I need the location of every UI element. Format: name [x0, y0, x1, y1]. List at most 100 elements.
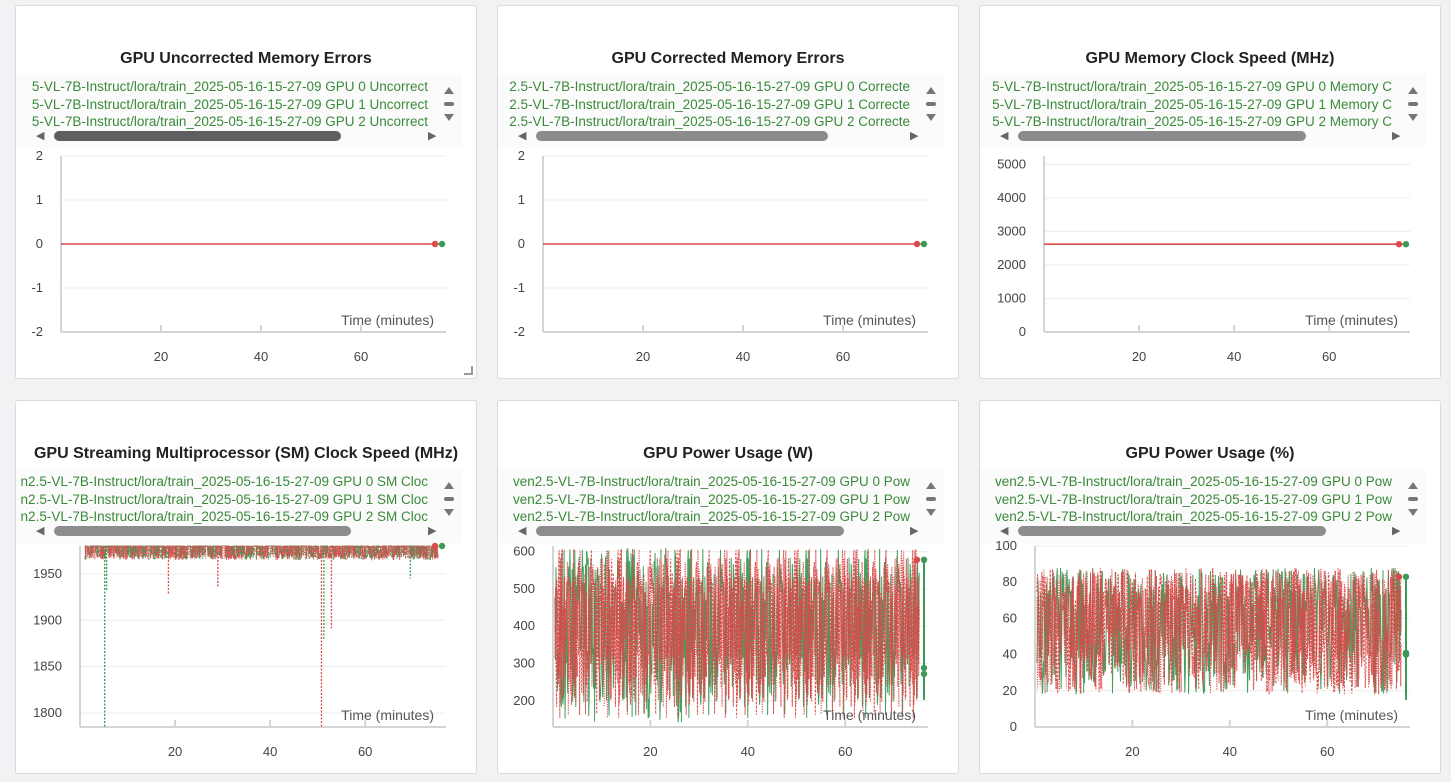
series-end-point	[920, 664, 928, 672]
legend-item-gpu1[interactable]: ven2.5-VL-7B-Instruct/lora/train_2025-05…	[513, 491, 910, 507]
y-tick-label: 100	[995, 538, 1017, 553]
legend-horizontal-scrollbar[interactable]: ◀ ▶	[980, 521, 1426, 539]
legend-item-gpu2[interactable]: 2.5-VL-7B-Instruct/lora/train_2025-05-16…	[509, 114, 910, 129]
y-tick-label: 20	[1003, 683, 1017, 698]
y-tick-label: 60	[1003, 610, 1017, 625]
y-tick-label: 2	[36, 148, 43, 163]
legend-vertical-scroll-icon[interactable]	[1404, 82, 1422, 126]
series-end-point	[438, 542, 446, 550]
scroll-thumb[interactable]	[54, 526, 351, 536]
legend-horizontal-scrollbar[interactable]: ◀ ▶	[980, 126, 1426, 144]
legend-item-gpu0[interactable]: 5-VL-7B-Instruct/lora/train_2025-05-16-1…	[992, 79, 1392, 94]
panel-title: GPU Streaming Multiprocessor (SM) Clock …	[33, 445, 459, 462]
series-end-point	[913, 556, 921, 564]
legend-item-gpu2[interactable]: n2.5-VL-7B-Instruct/lora/train_2025-05-1…	[20, 509, 428, 524]
legend-horizontal-scrollbar[interactable]: ◀ ▶	[498, 126, 944, 144]
x-tick-label: 60	[836, 349, 850, 364]
series-end-point	[431, 240, 439, 248]
panel-title: GPU Uncorrected Memory Errors	[120, 50, 372, 67]
legend-vertical-scroll-icon[interactable]	[440, 82, 458, 126]
y-tick-label: 500	[513, 581, 535, 596]
x-tick-label: 40	[736, 349, 750, 364]
legend-item-gpu0[interactable]: 2.5-VL-7B-Instruct/lora/train_2025-05-16…	[509, 79, 910, 94]
resize-handle-icon[interactable]	[464, 366, 473, 375]
legend-horizontal-scrollbar[interactable]: ◀ ▶	[16, 126, 462, 144]
x-tick-label: 40	[263, 744, 277, 759]
panel-corrected-memory-errors: GPU Corrected Memory Errors 2.5-VL-7B-In…	[497, 5, 959, 379]
legend-item-gpu2[interactable]: ven2.5-VL-7B-Instruct/lora/train_2025-05…	[513, 509, 910, 524]
legend-vertical-scroll-icon[interactable]	[922, 82, 940, 126]
legend-item-gpu0[interactable]: n2.5-VL-7B-Instruct/lora/train_2025-05-1…	[20, 474, 428, 489]
legend-item-gpu0[interactable]: ven2.5-VL-7B-Instruct/lora/train_2025-05…	[513, 474, 910, 489]
x-axis-label: Time (minutes)	[341, 707, 434, 723]
scroll-thumb[interactable]	[1018, 131, 1306, 141]
legend-item-gpu1[interactable]: 5-VL-7B-Instruct/lora/train_2025-05-16-1…	[992, 96, 1392, 112]
chart-sm-clock-speed: 1800 1850 1900 1950 20 40 60 Time (minutes)	[33, 542, 446, 759]
legend-item-gpu1[interactable]: n2.5-VL-7B-Instruct/lora/train_2025-05-1…	[20, 491, 428, 507]
x-tick-label: 60	[1320, 744, 1334, 759]
legend-item-gpu1[interactable]: 2.5-VL-7B-Instruct/lora/train_2025-05-16…	[509, 96, 910, 112]
legend-item-gpu2[interactable]: ven2.5-VL-7B-Instruct/lora/train_2025-05…	[995, 509, 1392, 524]
scroll-left-icon[interactable]: ◀	[1000, 130, 1009, 142]
series-end-point	[438, 240, 446, 248]
chart-power-usage-percent: 0 20 40 60 80 100 20 40 60 Time (minutes)	[995, 538, 1410, 759]
scroll-left-icon[interactable]: ◀	[36, 130, 45, 142]
y-tick-label: 1	[518, 192, 525, 207]
series-end-point	[920, 240, 928, 248]
y-tick-label: 2000	[997, 257, 1026, 272]
series-line	[1036, 567, 1402, 695]
y-tick-label: 1900	[33, 612, 62, 627]
y-tick-label: 1000	[997, 290, 1026, 305]
scroll-left-icon[interactable]: ◀	[36, 525, 45, 537]
panel-title: GPU Power Usage (W)	[643, 445, 813, 462]
x-tick-label: 20	[168, 744, 182, 759]
x-axis-label: Time (minutes)	[1305, 707, 1398, 723]
legend-item-gpu0[interactable]: 5-VL-7B-Instruct/lora/train_2025-05-16-1…	[31, 79, 428, 94]
legend-item-gpu1[interactable]: ven2.5-VL-7B-Instruct/lora/train_2025-05…	[995, 491, 1392, 507]
scroll-right-icon[interactable]: ▶	[428, 525, 437, 537]
series-end-point	[431, 542, 439, 550]
legend-item-gpu1[interactable]: 5-VL-7B-Instruct/lora/train_2025-05-16-1…	[31, 96, 428, 112]
x-axis-label: Time (minutes)	[1305, 312, 1398, 328]
panel-sm-clock-speed: GPU Streaming Multiprocessor (SM) Clock …	[15, 400, 477, 774]
legend-item-gpu0[interactable]: ven2.5-VL-7B-Instruct/lora/train_2025-05…	[995, 474, 1392, 489]
series-line	[554, 548, 920, 718]
scroll-right-icon[interactable]: ▶	[910, 130, 919, 142]
scroll-thumb[interactable]	[536, 526, 844, 536]
legend-horizontal-scrollbar[interactable]: ◀ ▶	[498, 521, 944, 539]
scroll-left-icon[interactable]: ◀	[518, 130, 527, 142]
legend: n2.5-VL-7B-Instruct/lora/train_2025-05-1…	[16, 469, 462, 543]
legend-vertical-scroll-icon[interactable]	[440, 477, 458, 521]
x-axis-label: Time (minutes)	[341, 312, 434, 328]
y-tick-label: 0	[1019, 324, 1026, 339]
scroll-left-icon[interactable]: ◀	[518, 525, 527, 537]
x-tick-label: 20	[1132, 349, 1146, 364]
legend-vertical-scroll-icon[interactable]	[1404, 477, 1422, 521]
scroll-right-icon[interactable]: ▶	[910, 525, 919, 537]
x-tick-label: 40	[741, 744, 755, 759]
scroll-right-icon[interactable]: ▶	[428, 130, 437, 142]
scroll-thumb[interactable]	[54, 131, 341, 141]
scroll-right-icon[interactable]: ▶	[1392, 130, 1401, 142]
legend-horizontal-scrollbar[interactable]: ◀ ▶	[16, 521, 462, 539]
scroll-thumb[interactable]	[536, 131, 828, 141]
y-tick-label: -1	[31, 280, 43, 295]
series-end-point	[913, 240, 921, 248]
scroll-thumb[interactable]	[1018, 526, 1326, 536]
x-tick-label: 60	[358, 744, 372, 759]
panel-power-usage-watts: GPU Power Usage (W) ven2.5-VL-7B-Instruc…	[497, 400, 959, 774]
y-tick-label: 600	[513, 544, 535, 559]
legend-rows: 5-VL-7B-Instruct/lora/train_2025-05-16-1…	[992, 78, 1392, 131]
legend-item-gpu2[interactable]: 5-VL-7B-Instruct/lora/train_2025-05-16-1…	[992, 114, 1392, 129]
scroll-left-icon[interactable]: ◀	[1000, 525, 1009, 537]
y-tick-label: 4000	[997, 190, 1026, 205]
series-end-point	[1395, 241, 1403, 248]
series-end-point	[1395, 573, 1403, 580]
series-end-point	[1402, 573, 1410, 580]
chart-memory-clock-speed: 0 1000 2000 3000 4000 5000 20 40 60 Time (minutes…	[997, 156, 1410, 364]
legend-vertical-scroll-icon[interactable]	[922, 477, 940, 521]
legend-item-gpu2[interactable]: 5-VL-7B-Instruct/lora/train_2025-05-16-1…	[31, 114, 428, 129]
panel-power-usage-percent: GPU Power Usage (%) ven2.5-VL-7B-Instruc…	[979, 400, 1441, 774]
scroll-right-icon[interactable]: ▶	[1392, 525, 1401, 537]
